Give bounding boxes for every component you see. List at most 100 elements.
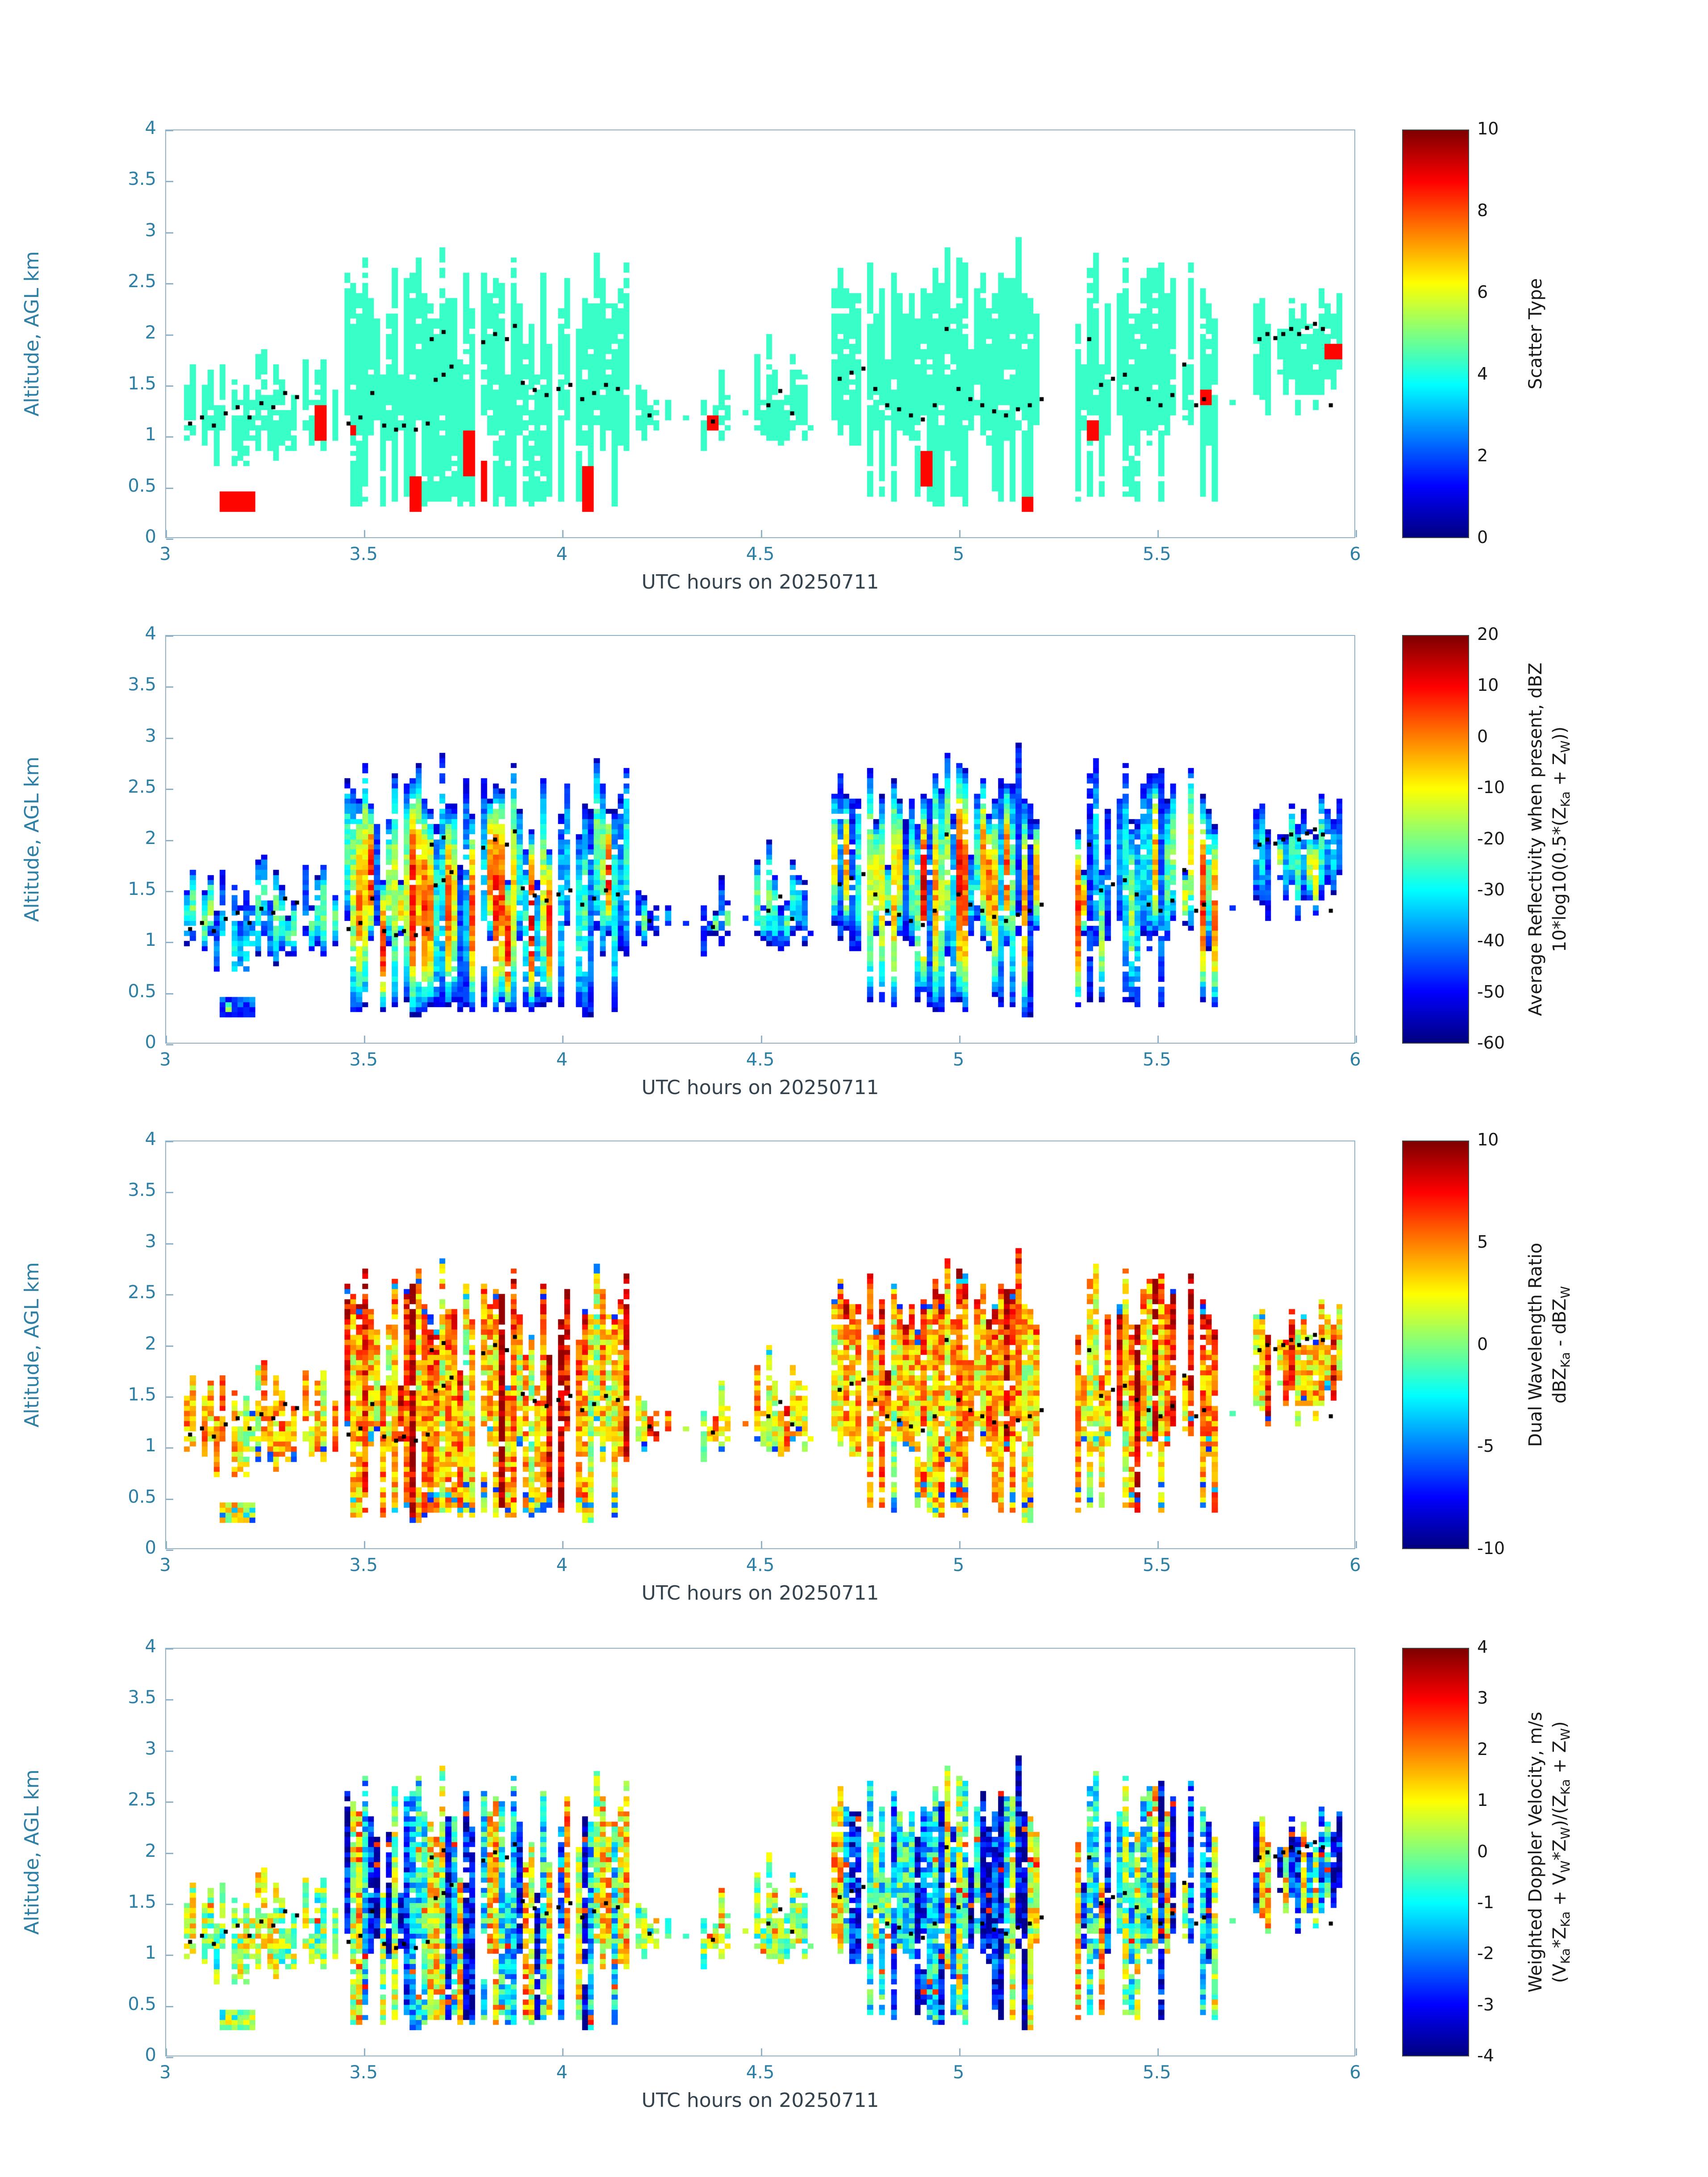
plot-area xyxy=(165,1648,1357,2058)
x-tick-label: 3.5 xyxy=(349,544,378,564)
y-tick-mark xyxy=(166,232,173,234)
x-axis-label: UTC hours on 20250711 xyxy=(641,571,879,593)
y-axis-label: Altitude, AGL km xyxy=(21,1262,43,1428)
x-tick-label: 4.5 xyxy=(746,1049,775,1070)
colorbar-tick-labels: 0 2 4 6 8 10 xyxy=(1477,119,1558,547)
colorbar-gradient xyxy=(1403,1141,1468,1548)
y-tick-mark xyxy=(166,1903,173,1905)
colorbar-tick-label: 2 xyxy=(1477,1739,1488,1759)
colorbar-label-line1: Dual Wavelength Ratio xyxy=(1525,1242,1546,1447)
colorbar-tick-label: 4 xyxy=(1477,1637,1488,1657)
colorbar-tick-label: 2 xyxy=(1477,446,1488,465)
colorbar-tick-label: -10 xyxy=(1477,777,1505,798)
y-tick-label: 3.5 xyxy=(128,169,156,190)
y-tick-mark xyxy=(166,1550,173,1551)
colorbar-tick-label: -5 xyxy=(1477,1436,1494,1456)
colorbar-tick-label: 4 xyxy=(1477,364,1488,384)
y-tick-label: 2.5 xyxy=(128,1789,156,1810)
x-axis-label: UTC hours on 20250711 xyxy=(641,1582,879,1605)
y-tick-mark xyxy=(166,539,173,540)
plot-area xyxy=(165,1141,1357,1551)
heatmap-canvas xyxy=(166,636,1354,1043)
colorbar xyxy=(1402,635,1469,1044)
y-tick-label: 3 xyxy=(145,1231,156,1252)
y-tick-mark xyxy=(166,1801,173,1803)
heatmap-canvas xyxy=(166,1649,1354,2056)
y-tick-label: 3 xyxy=(145,220,156,241)
x-tick-mark xyxy=(1157,2048,1159,2056)
x-tick-label: 3 xyxy=(159,2062,171,2083)
y-tick-mark xyxy=(166,1955,173,1956)
x-tick-mark xyxy=(364,1541,366,1548)
y-tick-mark xyxy=(166,993,173,994)
y-tick-mark xyxy=(166,737,173,739)
y-tick-label: 0.5 xyxy=(128,475,156,496)
x-tick-mark xyxy=(364,2048,366,2056)
y-tick-labels: 0 0.5 1 1.5 2 2.5 3 3.5 4 xyxy=(54,623,156,1053)
x-tick-mark xyxy=(166,530,167,537)
colorbar-label-line2: 10*log10(0.5*(ZKa + ZW)) xyxy=(1549,726,1573,953)
colorbar-label: Average Reflectivity when present, dBZ 1… xyxy=(1524,635,1578,1044)
x-tick-mark xyxy=(760,530,762,537)
x-tick-label: 4.5 xyxy=(746,2062,775,2083)
x-tick-label: 4 xyxy=(556,1049,568,1070)
colorbar-label-line2: dBZKa - dBZW xyxy=(1549,1286,1573,1404)
colorbar-tick-label: 10 xyxy=(1477,1130,1499,1149)
y-tick-label: 2.5 xyxy=(128,777,156,798)
x-tick-mark xyxy=(562,1541,564,1548)
y-tick-mark xyxy=(166,436,173,438)
colorbar-tick-label: -4 xyxy=(1477,2046,1494,2065)
y-tick-mark xyxy=(166,686,173,688)
y-tick-label: 3.5 xyxy=(128,1180,156,1201)
x-tick-mark xyxy=(959,1036,960,1043)
colorbar-tick-label: 1 xyxy=(1477,1790,1488,1810)
panel-scatter-type: Altitude, AGL km 0 0.5 1 1.5 2 2.5 3 3.5 4 3 3.5 4… xyxy=(0,118,1708,636)
x-tick-mark xyxy=(959,530,960,537)
colorbar-tick-label: 0 xyxy=(1477,1841,1488,1861)
colorbar-gradient xyxy=(1403,636,1468,1043)
y-tick-mark xyxy=(166,635,173,637)
y-tick-label: 2 xyxy=(145,322,156,343)
x-tick-label: 5 xyxy=(952,2062,965,2083)
y-tick-label: 1.5 xyxy=(128,1384,156,1405)
x-tick-mark xyxy=(1157,530,1159,537)
colorbar-label-line1: Scatter Type xyxy=(1525,278,1546,389)
y-tick-mark xyxy=(166,942,173,944)
colorbar-label: Scatter Type xyxy=(1524,130,1548,538)
y-tick-label: 0.5 xyxy=(128,1486,156,1507)
y-tick-mark xyxy=(166,181,173,183)
y-tick-mark xyxy=(166,840,173,841)
colorbar-tick-label: 0 xyxy=(1477,1334,1488,1354)
y-tick-label: 3 xyxy=(145,725,156,746)
x-tick-label: 3.5 xyxy=(349,2062,378,2083)
y-tick-mark xyxy=(166,130,173,131)
y-tick-label: 0.5 xyxy=(128,1993,156,2014)
y-tick-mark xyxy=(166,283,173,285)
x-tick-mark xyxy=(1157,1541,1159,1548)
x-tick-mark xyxy=(562,2048,564,2056)
x-tick-label: 5 xyxy=(952,1049,965,1070)
y-tick-label: 4 xyxy=(145,1636,156,1657)
colorbar-tick-labels: -4 -3 -2 -1 0 1 2 3 4 xyxy=(1477,1637,1558,2065)
heatmap-canvas xyxy=(166,1141,1354,1548)
y-tick-mark xyxy=(166,1044,173,1045)
y-tick-label: 2 xyxy=(145,827,156,848)
y-tick-mark xyxy=(166,334,173,336)
colorbar-tick-label: 3 xyxy=(1477,1688,1488,1708)
colorbar-tick-labels: -10 -5 0 5 10 xyxy=(1477,1130,1558,1558)
x-tick-label: 6 xyxy=(1349,1049,1361,1070)
colorbar-tick-label: 8 xyxy=(1477,201,1488,220)
x-tick-mark xyxy=(1356,1541,1357,1548)
y-tick-mark xyxy=(166,385,173,387)
plot-area xyxy=(165,635,1357,1045)
colorbar-tick-label: -40 xyxy=(1477,931,1505,951)
panel-weighted-doppler-velocity: Altitude, AGL km 0 0.5 1 1.5 2 2.5 3 3.5 4 3 3.5 4… xyxy=(0,1636,1708,2155)
y-tick-mark xyxy=(166,1141,173,1142)
x-tick-mark xyxy=(562,1036,564,1043)
x-tick-label: 5 xyxy=(952,544,965,564)
x-tick-mark xyxy=(760,2048,762,2056)
x-axis-label: UTC hours on 20250711 xyxy=(641,1076,879,1099)
colorbar-label: Weighted Doppler Velocity, m/s (VKa*ZKa … xyxy=(1524,1648,1578,2056)
colorbar-tick-label: -1 xyxy=(1477,1892,1494,1912)
plot-area xyxy=(165,130,1357,540)
